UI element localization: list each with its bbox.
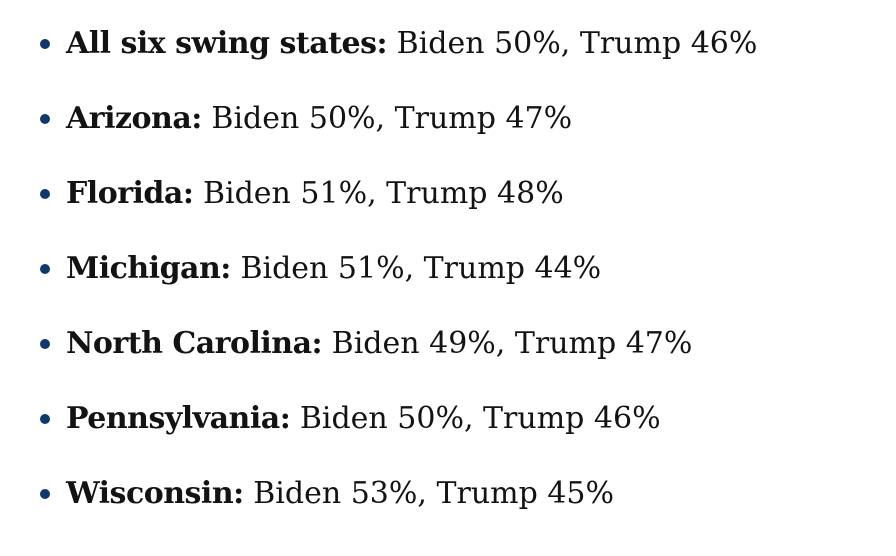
state-name: Arizona: [66,101,202,136]
list-item: Arizona: Biden 50%, Trump 47% [40,101,896,137]
poll-result: Biden 51%, Trump 44% [240,251,602,286]
state-name: Florida: [66,176,194,211]
poll-result: Biden 50%, Trump 47% [211,101,573,136]
list-item: Wisconsin: Biden 53%, Trump 45% [40,476,896,512]
list-item: Michigan: Biden 51%, Trump 44% [40,251,896,287]
poll-result: Biden 53%, Trump 45% [253,476,615,511]
list-item: All six swing states: Biden 50%, Trump 4… [40,26,896,62]
bullet-icon [40,189,50,199]
poll-results-list: All six swing states: Biden 50%, Trump 4… [40,26,896,512]
state-name: Pennsylvania: [66,401,291,436]
bullet-icon [40,264,50,274]
bullet-icon [40,114,50,124]
state-name: Wisconsin: [66,476,244,511]
bullet-icon [40,339,50,349]
poll-result: Biden 50%, Trump 46% [396,26,758,61]
state-name: All six swing states: [66,26,388,61]
poll-result: Biden 50%, Trump 46% [299,401,661,436]
list-item: Pennsylvania: Biden 50%, Trump 46% [40,401,896,437]
state-name: Michigan: [66,251,231,286]
bullet-icon [40,414,50,424]
state-name: North Carolina: [66,326,323,361]
poll-result: Biden 49%, Trump 47% [331,326,693,361]
list-item: North Carolina: Biden 49%, Trump 47% [40,326,896,362]
list-item: Florida: Biden 51%, Trump 48% [40,176,896,212]
bullet-icon [40,39,50,49]
poll-result: Biden 51%, Trump 48% [202,176,564,211]
bullet-icon [40,489,50,499]
